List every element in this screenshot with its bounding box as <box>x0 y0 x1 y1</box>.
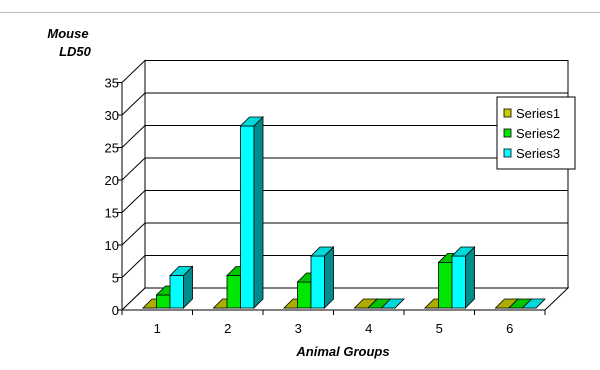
gridline <box>121 190 568 213</box>
legend-swatch-series1 <box>503 108 512 118</box>
bar-front <box>226 275 241 309</box>
bar-front <box>451 255 466 309</box>
gridline <box>121 222 568 246</box>
gridline <box>121 157 568 181</box>
y-tick-label: 10 <box>105 238 119 253</box>
y-axis-title-line-2: LD50 <box>59 44 92 59</box>
x-tick-label: 1 <box>154 321 161 336</box>
y-tick-label: 5 <box>112 271 119 286</box>
gridline <box>121 255 568 278</box>
bar-top <box>239 116 264 127</box>
y-tick-label: 15 <box>105 206 119 221</box>
bar-front <box>438 262 453 309</box>
bar-top <box>451 246 476 257</box>
bars <box>142 116 546 309</box>
x-tick-label: 2 <box>224 321 231 336</box>
bar-top <box>380 298 405 309</box>
gridline <box>121 125 568 148</box>
legend-label-series2: Series2 <box>516 126 560 141</box>
bar-top <box>169 266 194 276</box>
bar-side <box>253 116 264 309</box>
legend-swatch-series3 <box>503 148 512 158</box>
x-tick-label: 6 <box>506 321 513 336</box>
y-tick-label: 0 <box>112 303 119 318</box>
legend-label-series1: Series1 <box>516 106 560 121</box>
gridline <box>121 92 568 116</box>
y-tick-label: 25 <box>105 141 119 156</box>
y-tick-label: 35 <box>105 76 119 91</box>
axes: 0 5 10 15 20 25 30 35 1 2 3 4 5 6 <box>105 76 546 336</box>
bar-front <box>310 255 325 309</box>
bar-front <box>169 275 184 309</box>
legend-label-series3: Series3 <box>516 146 560 161</box>
bar-front <box>240 125 255 309</box>
side-wall <box>121 59 146 312</box>
top-divider <box>0 12 600 13</box>
y-axis-title-line-1: Mouse <box>47 26 88 41</box>
gridlines <box>121 92 568 278</box>
x-tick-label: 3 <box>295 321 302 336</box>
bar-front <box>297 281 312 309</box>
bar-top <box>310 246 335 257</box>
bar-side <box>465 246 475 309</box>
legend-swatch-series2 <box>503 128 512 138</box>
y-tick-label: 20 <box>105 173 119 188</box>
x-axis-title: Animal Groups <box>295 344 389 359</box>
y-tick-label: 30 <box>105 108 119 123</box>
back-wall <box>144 60 569 289</box>
x-tick-label: 5 <box>436 321 443 336</box>
legend: Series1 Series2 Series3 <box>496 96 576 170</box>
x-tick-label: 4 <box>365 321 372 336</box>
bar-top <box>521 298 546 309</box>
bar-front <box>156 294 171 309</box>
bar-side <box>324 246 334 309</box>
